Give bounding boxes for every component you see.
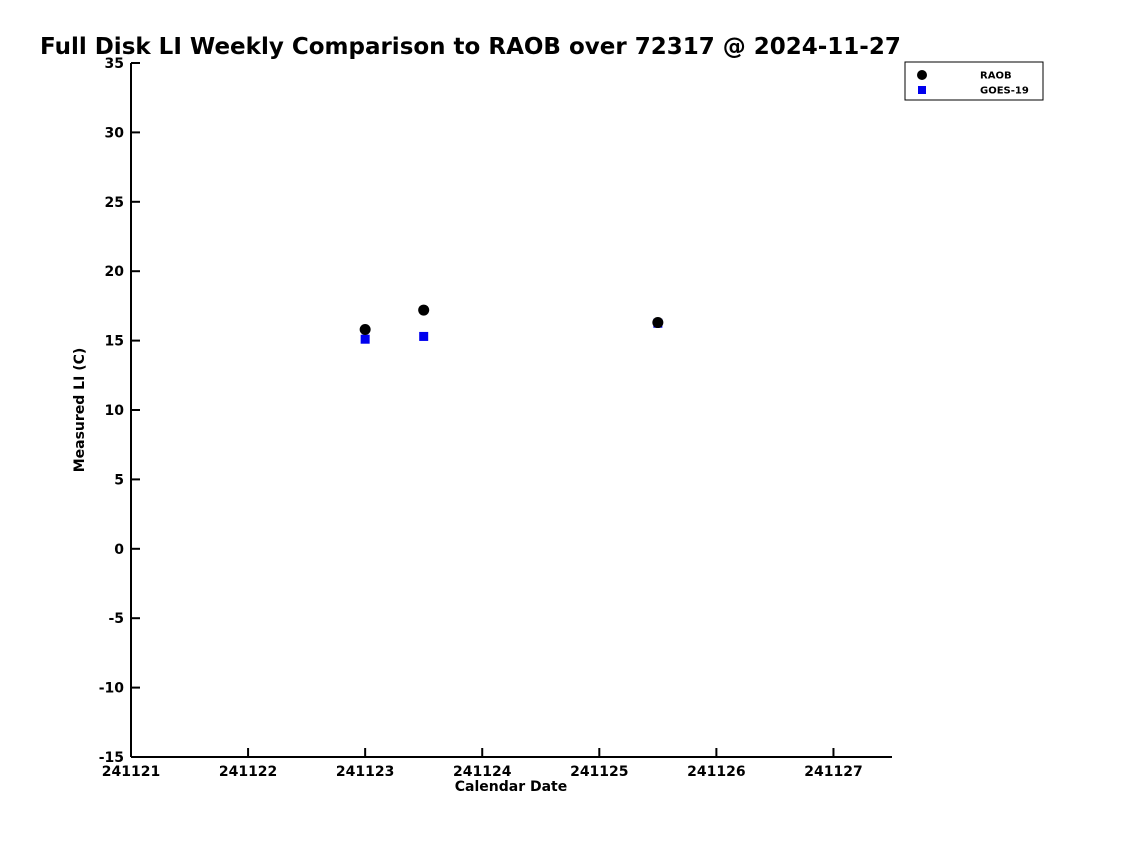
x-tick-label: 241127 [804,764,862,780]
y-tick-label: -10 [99,681,125,697]
legend-label-goes-19: GOES-19 [980,86,1029,97]
legend-box [904,61,1044,101]
y-tick-label: -5 [108,611,124,627]
y-tick-label: 35 [105,56,124,72]
y-tick-label: 25 [105,195,124,211]
y-tick-label: -15 [99,750,124,766]
legend: RAOB GOES-19 [904,61,1044,101]
x-tick-label: 241126 [687,764,745,780]
y-tick-label: 5 [114,472,124,488]
chart-title: Full Disk LI Weekly Comparison to RAOB o… [40,34,901,60]
data-points [359,304,664,344]
goes-19-point [360,334,370,344]
raob-point [359,323,371,335]
x-tick-label: 241123 [336,764,394,780]
raob-point [418,304,430,316]
raob-point [652,317,664,329]
y-tick-label: 15 [105,334,124,350]
y-tick-label: 30 [105,125,125,141]
x-axis-label: Calendar Date [455,779,568,795]
x-tick-label: 241125 [570,764,628,780]
axes: -15 -10 -5 0 5 10 15 20 25 30 35 241121 241122 241123… [99,56,892,780]
y-tick-label: 0 [114,542,124,558]
goes-19-point [419,331,429,341]
y-tick-label: 10 [105,403,125,419]
legend-label-raob: RAOB [980,71,1012,82]
legend-marker-raob [917,70,927,80]
x-tick-label: 241122 [219,764,277,780]
y-tick-label: 20 [105,264,125,280]
legend-marker-goes-19 [918,86,926,94]
x-tick-label: 241124 [453,764,512,780]
y-axis-label: Measured LI (C) [72,348,88,473]
x-tick-label: 241121 [102,764,160,780]
